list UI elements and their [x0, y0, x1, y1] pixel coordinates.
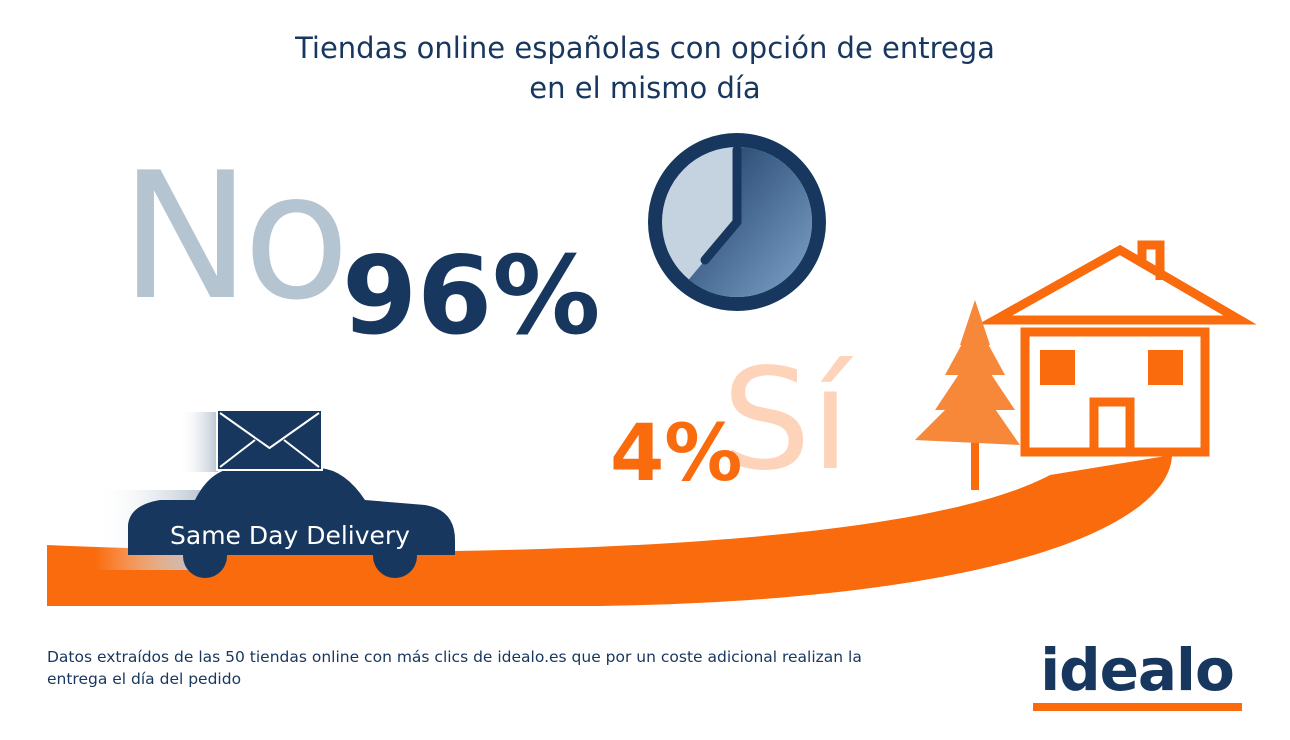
title-line: Tiendas online españolas con opción de e…	[294, 31, 995, 65]
footnote: entrega el día del pedido	[47, 670, 241, 688]
motion-blur	[178, 412, 218, 472]
envelope	[216, 409, 323, 471]
car-body	[128, 468, 455, 555]
envelope-fold	[219, 439, 320, 468]
tree-layer	[945, 320, 1005, 375]
window	[1040, 350, 1075, 385]
no-value: 96%	[342, 234, 601, 359]
wheel	[373, 534, 417, 578]
footnote: Datos extraídos de las 50 tiendas online…	[47, 648, 862, 666]
door	[1089, 397, 1135, 457]
wheel	[183, 534, 227, 578]
logo-bar	[1033, 703, 1242, 711]
no-label: No	[120, 136, 342, 339]
envelope-flap	[219, 412, 320, 450]
tree-layer	[915, 380, 1020, 445]
car-label: Same Day Delivery	[170, 521, 410, 550]
road	[47, 455, 1172, 606]
si-value: 4%	[610, 409, 742, 499]
si-label: Sí	[722, 339, 854, 502]
clock-sector	[688, 147, 812, 298]
title-line: en el mismo día	[529, 71, 760, 105]
logo: idealo	[1040, 636, 1234, 704]
chimney	[1137, 240, 1165, 280]
roof	[977, 244, 1257, 325]
clock-hand	[700, 217, 742, 265]
tree	[915, 300, 1020, 490]
car	[95, 409, 455, 578]
house	[977, 240, 1257, 457]
clock	[648, 133, 826, 311]
window	[1148, 350, 1183, 385]
